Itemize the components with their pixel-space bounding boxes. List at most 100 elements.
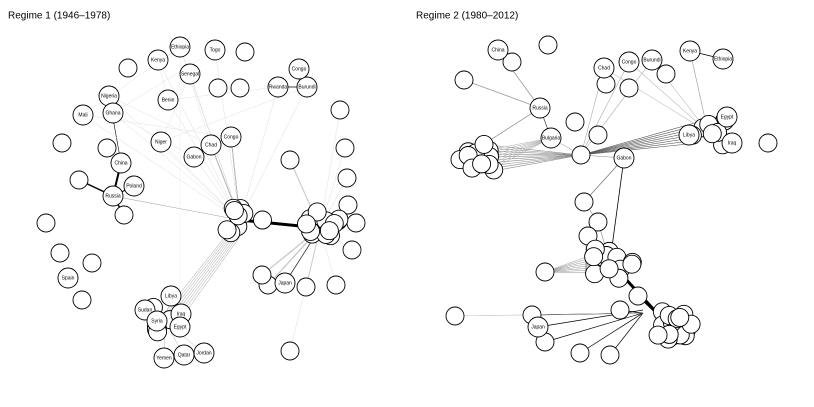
edge (603, 67, 709, 133)
node-label: Ethiopia (171, 44, 189, 50)
edge (239, 86, 279, 221)
edge (487, 154, 582, 167)
node (678, 124, 700, 146)
node (52, 133, 72, 153)
edge (544, 312, 644, 343)
node (445, 306, 465, 326)
node (217, 220, 237, 240)
node-label: Japan (278, 280, 292, 286)
node (183, 146, 205, 168)
node-label: Rwanda (269, 84, 288, 90)
node (330, 100, 350, 120)
node-label: Libya (165, 293, 177, 299)
node-label: Togo (210, 47, 221, 53)
edge (580, 130, 699, 156)
node (147, 49, 169, 71)
node-label: Poland (126, 183, 142, 189)
node (160, 285, 182, 307)
edge (580, 136, 699, 156)
node-label: Congo (622, 59, 637, 65)
node (529, 97, 551, 119)
edge (487, 137, 552, 166)
node (102, 102, 124, 124)
nodes: Ethiopia Togo Kenya Senegal Nigeria Mali Ghana… (36, 35, 778, 369)
node-label: Niger (155, 139, 167, 145)
edge (487, 154, 582, 158)
node (307, 202, 327, 222)
node-label: Kenya (151, 57, 165, 63)
node-label: Congo (292, 66, 307, 72)
edge (580, 142, 699, 156)
node (584, 247, 604, 267)
node (230, 78, 250, 98)
node (169, 316, 191, 338)
edge (108, 95, 212, 146)
node (267, 76, 289, 98)
node (570, 343, 590, 363)
node (758, 133, 778, 153)
edge (580, 121, 699, 156)
edge (179, 46, 212, 146)
node (535, 262, 555, 282)
node (280, 341, 300, 361)
edge (112, 112, 241, 221)
edge (628, 61, 709, 133)
node (679, 40, 701, 62)
edge (173, 227, 239, 313)
edge (487, 154, 582, 173)
edge (487, 154, 582, 164)
node (288, 58, 310, 80)
edge (579, 312, 644, 354)
node-label: Congo (224, 134, 239, 140)
node (220, 126, 242, 148)
node (619, 78, 639, 98)
node-label: Ghana (105, 110, 120, 116)
node (588, 125, 608, 145)
node-label: Jordan (196, 350, 212, 356)
node (335, 138, 355, 158)
node (527, 316, 549, 338)
node (57, 267, 79, 289)
node (622, 254, 642, 274)
edge (580, 127, 699, 156)
edge (580, 139, 699, 156)
node (599, 259, 619, 279)
node (565, 112, 585, 132)
node (641, 49, 663, 71)
node (235, 42, 255, 62)
node-label: Chad (205, 142, 217, 148)
node (274, 272, 296, 294)
node (342, 240, 362, 260)
node-label: Russia (105, 193, 121, 199)
node (224, 201, 244, 220)
node-label: Gabon (616, 155, 631, 161)
node (628, 286, 648, 306)
edge (487, 137, 552, 151)
node (208, 78, 228, 98)
node (648, 325, 668, 345)
node (297, 214, 316, 234)
node (114, 205, 134, 225)
edge (170, 227, 237, 313)
node (613, 147, 635, 169)
node-label: Burundi (298, 84, 315, 90)
node (593, 57, 615, 79)
node (296, 277, 316, 297)
node-label: Qatar (178, 352, 191, 358)
node (200, 134, 222, 156)
edge (182, 227, 245, 313)
node (337, 168, 357, 188)
edge (580, 133, 699, 156)
edge (580, 61, 630, 156)
node (179, 63, 201, 85)
edge (108, 95, 241, 221)
node (618, 51, 640, 73)
node (540, 127, 562, 149)
panel-title: Regime 2 (1980–2012) (416, 11, 518, 22)
node-label: Japan (531, 324, 545, 330)
node-label: Gabon (186, 154, 201, 160)
node (102, 185, 124, 207)
node-label: Iraq (177, 311, 186, 317)
node-label: Russia (532, 105, 548, 111)
node-label: Yemen (156, 355, 172, 361)
